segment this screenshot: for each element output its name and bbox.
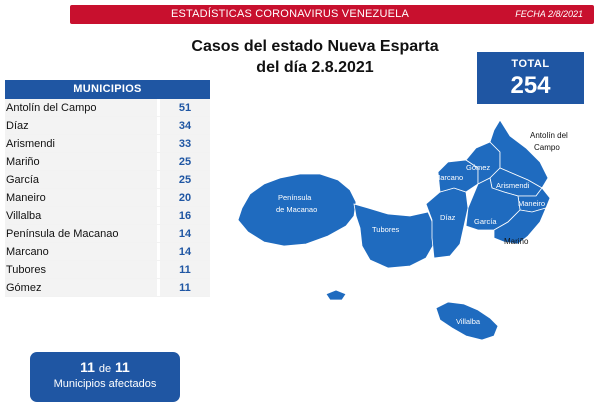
affected-of: de [98, 363, 112, 375]
map-region-islet [325, 289, 347, 301]
affected-label: Municipios afectados [53, 378, 157, 390]
report-title-line2: del día 2.8.2021 [256, 59, 374, 76]
row-value: 14 [160, 225, 210, 242]
map-label-macanao-1: Península [278, 193, 312, 202]
row-name: Maneiro [5, 189, 157, 206]
row-value: 11 [160, 279, 210, 296]
map-label-antolin-1: Antolín del [530, 131, 568, 140]
top-bar: ESTADÍSTICAS CORONAVIRUS VENEZUELA FECHA… [0, 0, 600, 30]
report-title: Casos del estado Nueva Esparta del día 2… [165, 36, 465, 78]
row-value: 20 [160, 189, 210, 206]
map-region-villalba [435, 301, 499, 341]
table-row: Marcano 14 [5, 243, 210, 261]
table-row: Antolín del Campo 51 [5, 99, 210, 117]
row-value: 33 [160, 135, 210, 152]
map-label-gomez: Gómez [466, 163, 490, 172]
header-date: FECHA 2/8/2021 [515, 9, 583, 19]
row-name: Península de Macanao [5, 225, 157, 242]
table-row: Maneiro 20 [5, 189, 210, 207]
row-name: García [5, 171, 157, 188]
total-box: TOTAL 254 [477, 52, 584, 104]
table-row: Díaz 34 [5, 117, 210, 135]
table-row: Gómez 11 [5, 279, 210, 297]
row-name: Marcano [5, 243, 157, 260]
table-row: Mariño 25 [5, 153, 210, 171]
row-value: 14 [160, 243, 210, 260]
island-map: Península de Macanao Tubores Díaz García… [228, 108, 600, 418]
map-region-garcia [465, 177, 521, 231]
row-value: 11 [160, 261, 210, 278]
row-name: Arismendi [5, 135, 157, 152]
row-name: Gómez [5, 279, 157, 296]
row-value: 16 [160, 207, 210, 224]
map-label-maneiro: Maneiro [518, 199, 545, 208]
total-label: TOTAL [511, 58, 550, 70]
table-row: Villalba 16 [5, 207, 210, 225]
header-band [70, 5, 594, 24]
table-row: Arismendi 33 [5, 135, 210, 153]
table-row: Tubores 11 [5, 261, 210, 279]
affected-box: 11 de 11 Municipios afectados [30, 352, 180, 402]
table-header: MUNICIPIOS [5, 80, 210, 99]
row-value: 25 [160, 153, 210, 170]
row-value: 25 [160, 171, 210, 188]
map-region-tubores [353, 203, 435, 269]
row-name: Villalba [5, 207, 157, 224]
map-label-macanao-2: de Macanao [276, 205, 317, 214]
row-name: Díaz [5, 117, 157, 134]
map-label-antolin-2: Campo [534, 143, 560, 152]
table-row: Península de Macanao 14 [5, 225, 210, 243]
row-value: 34 [160, 117, 210, 134]
row-value: 51 [160, 99, 210, 116]
map-label-tubores: Tubores [372, 225, 399, 234]
report-title-line1: Casos del estado Nueva Esparta [191, 38, 439, 55]
map-label-diaz: Díaz [440, 213, 456, 222]
map-region-marino [493, 207, 547, 245]
municipios-table: MUNICIPIOS Antolín del Campo 51 Díaz 34 … [5, 80, 210, 297]
map-svg: Península de Macanao Tubores Díaz García… [237, 119, 568, 341]
map-label-villalba: Villalba [456, 317, 481, 326]
affected-count-line: 11 de 11 [30, 359, 180, 375]
map-label-marcano: Marcano [434, 173, 463, 182]
row-name: Tubores [5, 261, 157, 278]
map-label-marino: Mariño [504, 237, 529, 246]
header-title: ESTADÍSTICAS CORONAVIRUS VENEZUELA [170, 8, 410, 20]
table-row: García 25 [5, 171, 210, 189]
map-label-arismendi: Arismendi [496, 181, 530, 190]
affected-total: 11 [115, 359, 130, 375]
affected-count: 11 [80, 359, 95, 375]
map-label-garcia: García [474, 217, 497, 226]
row-name: Mariño [5, 153, 157, 170]
total-value: 254 [510, 72, 551, 99]
row-name: Antolín del Campo [5, 99, 157, 116]
